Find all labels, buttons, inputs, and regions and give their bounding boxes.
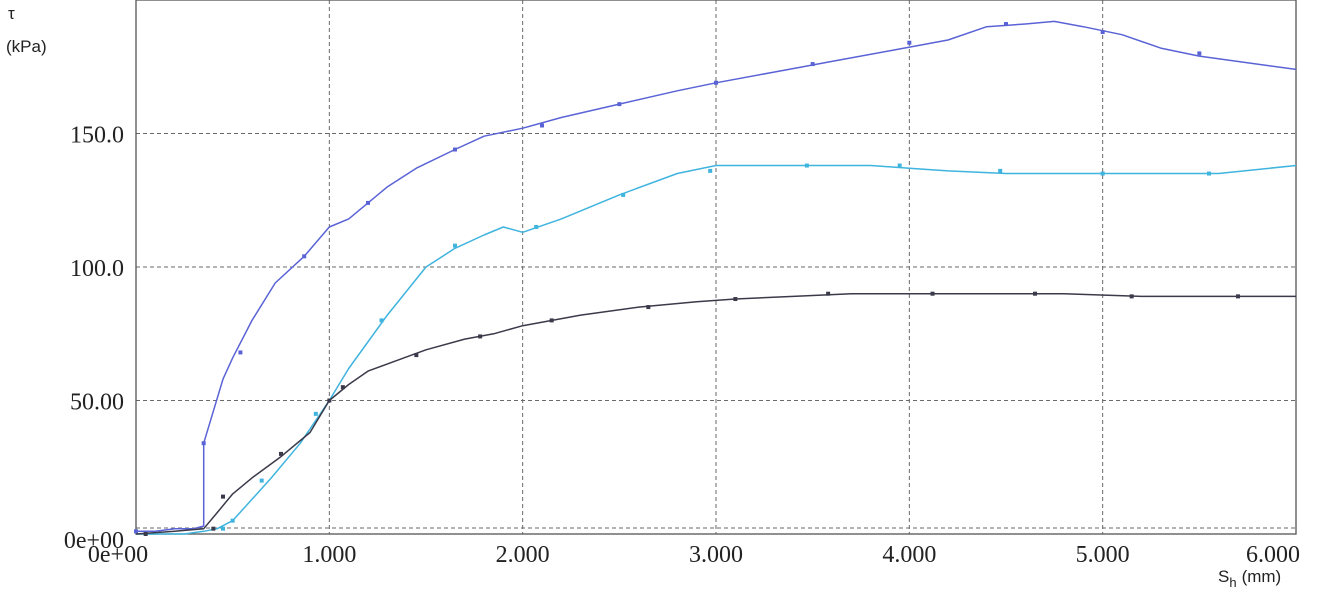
x-axis-label-unit: (mm) — [1242, 567, 1282, 586]
series-2-marker — [1207, 171, 1211, 176]
series-2-marker — [379, 318, 384, 323]
series-2-marker — [621, 192, 626, 197]
series-3-marker — [733, 297, 738, 302]
series-3-marker — [221, 494, 225, 499]
series-3-marker — [549, 318, 554, 323]
y-tick-label: 150.0 — [70, 123, 124, 149]
series-3-marker — [211, 526, 216, 531]
series-group — [134, 20, 1297, 536]
series-2-marker — [221, 526, 225, 531]
series-3-marker — [340, 385, 345, 390]
series-2-marker — [313, 411, 318, 416]
x-tick-label: 6.000 — [1246, 542, 1300, 568]
x-tick-label: 0e+00 — [88, 542, 148, 568]
x-tick-label: 3.000 — [689, 542, 743, 568]
x-axis-label: Sh (mm) — [1218, 567, 1281, 590]
plot-area-frame — [135, 0, 1297, 535]
series-3-marker — [826, 291, 831, 296]
series-2-marker — [259, 478, 264, 483]
series-2-marker — [230, 518, 235, 523]
series-2-marker — [453, 243, 457, 248]
series-1-marker — [907, 40, 912, 45]
series-1-marker — [810, 62, 815, 67]
series-3-marker — [414, 353, 419, 358]
series-1-marker — [1004, 22, 1008, 27]
x-tick-label: 2.000 — [496, 542, 550, 568]
series-2-marker — [897, 163, 902, 168]
series-1-marker — [238, 350, 243, 355]
series-1-marker — [1100, 30, 1105, 35]
y-tick-label: 0e+00 — [64, 528, 124, 554]
y-axis-unit: (kPa) — [6, 37, 47, 56]
series-3-marker — [327, 398, 332, 403]
y-tick-label: 100.0 — [70, 256, 124, 282]
series-1-marker — [302, 254, 307, 259]
x-axis-label-subscript: h — [1229, 575, 1236, 590]
series-1-marker — [617, 102, 622, 107]
series-3-marker — [1236, 294, 1240, 299]
gridlines — [136, 0, 1296, 534]
tick-labels: 0e+00 1.000 2.000 3.000 4.000 5.000 6.000 0e+00… — [64, 123, 1300, 569]
series-line-1 — [136, 20, 1297, 533]
series-2-marker — [1100, 171, 1105, 176]
x-axis-label-main: S — [1218, 567, 1229, 586]
series-3-marker — [1033, 291, 1037, 296]
series-1-marker — [366, 200, 370, 205]
series-2-marker — [708, 168, 713, 173]
series-1-marker — [201, 441, 206, 446]
series-3-marker — [279, 451, 283, 456]
series-1-marker — [134, 529, 138, 534]
series-3-marker — [1129, 294, 1134, 299]
series-line-2 — [136, 164, 1297, 535]
series-1-marker — [540, 123, 544, 128]
x-tick-label: 4.000 — [882, 542, 936, 568]
series-2-marker — [998, 168, 1003, 173]
series-1-marker — [714, 80, 718, 85]
series-3-marker — [646, 305, 651, 310]
series-2-marker — [534, 224, 539, 229]
y-tick-label: 50.00 — [70, 390, 124, 416]
series-3-marker — [143, 532, 148, 536]
series-1-marker — [453, 147, 457, 152]
y-axis-symbol: τ — [8, 4, 15, 23]
series-3-marker — [930, 291, 935, 296]
series-1-marker — [1197, 51, 1202, 56]
series-3-marker — [478, 334, 483, 339]
x-tick-label: 5.000 — [1076, 542, 1130, 568]
x-tick-label: 1.000 — [302, 542, 356, 568]
series-2-marker — [804, 163, 809, 168]
